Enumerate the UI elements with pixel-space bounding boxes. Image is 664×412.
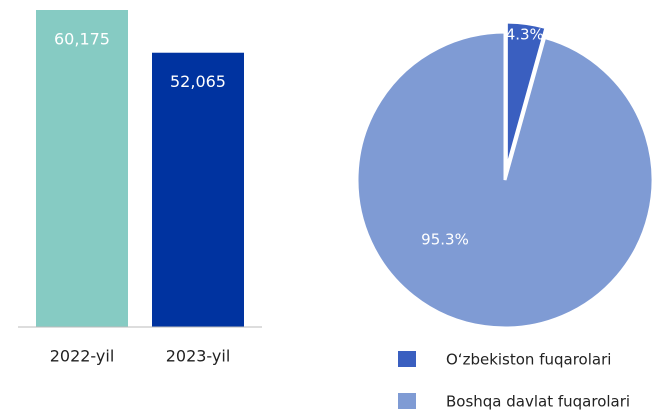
legend-label: O‘zbekiston fuqarolari bbox=[446, 351, 611, 369]
pie-slice bbox=[355, 30, 655, 330]
x-tick-label: 2022-yil bbox=[50, 347, 115, 366]
x-tick-label: 2023-yil bbox=[166, 347, 231, 366]
legend-swatch bbox=[398, 393, 416, 409]
legend-swatch bbox=[398, 351, 416, 367]
bar bbox=[152, 52, 244, 327]
bar bbox=[36, 10, 128, 327]
value-label: 4.3% bbox=[506, 26, 544, 44]
pie-slice bbox=[504, 20, 548, 171]
value-label: 60,175 bbox=[54, 30, 110, 49]
value-label: 52,065 bbox=[170, 72, 226, 91]
legend-label: Boshqa davlat fuqarolari bbox=[446, 393, 630, 411]
value-label: 95.3% bbox=[421, 231, 469, 249]
